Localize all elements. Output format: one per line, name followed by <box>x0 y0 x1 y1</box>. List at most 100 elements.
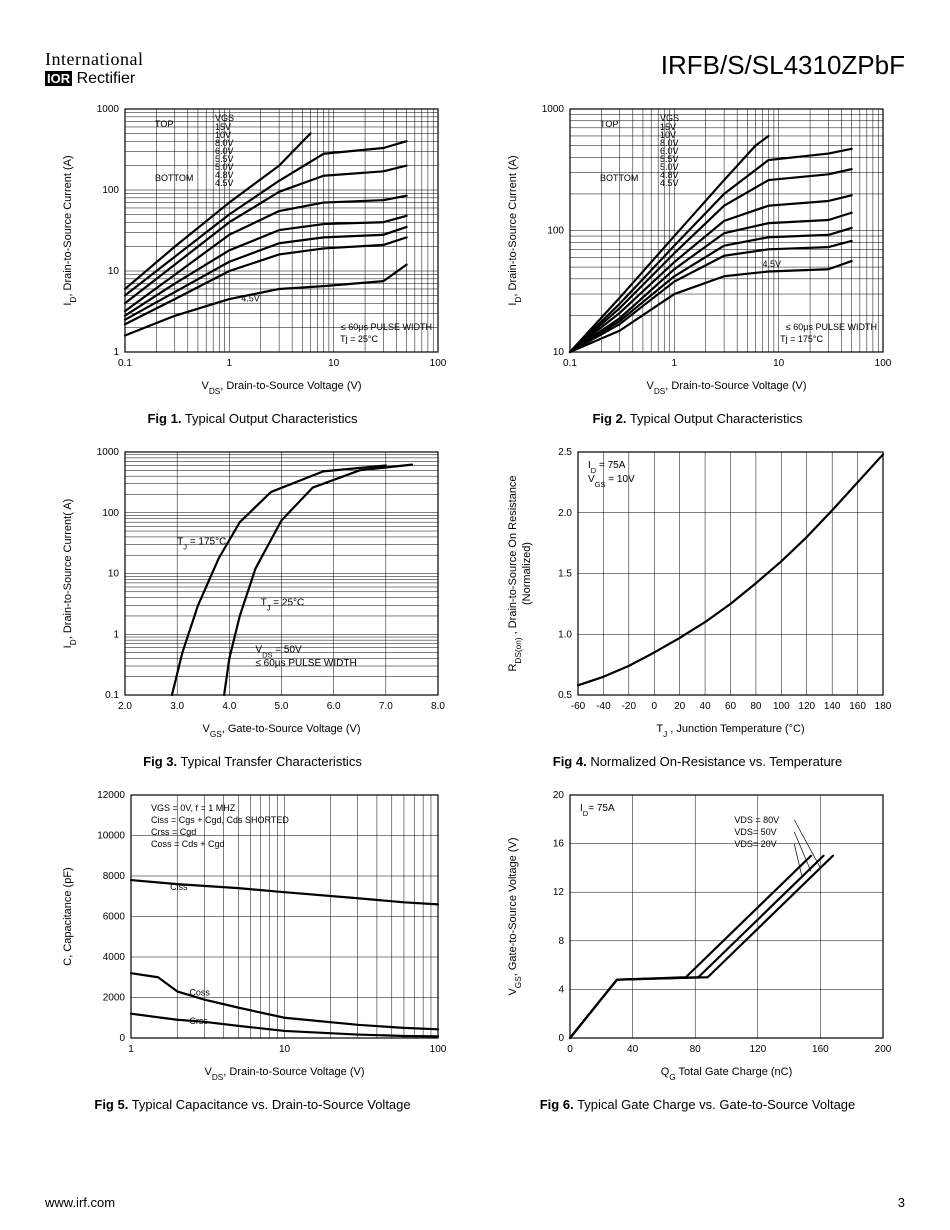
svg-text:100: 100 <box>102 508 119 519</box>
svg-text:VDS= 20V: VDS= 20V <box>734 839 776 849</box>
svg-text:Crss: Crss <box>189 1016 208 1026</box>
svg-text:200: 200 <box>874 1044 891 1055</box>
fig5-chart: 110100020004000600080001000012000VDS, Dr… <box>53 783 453 1093</box>
svg-text:ID, Drain-to-Source Current( A: ID, Drain-to-Source Current( A) <box>62 499 78 649</box>
fig1-cell: 0.11101001101001000VDS, Drain-to-Source … <box>45 97 460 432</box>
svg-text:VDS, Drain-to-Source Voltage (: VDS, Drain-to-Source Voltage (V) <box>646 380 806 396</box>
svg-text:VDS, Drain-to-Source Voltage (: VDS, Drain-to-Source Voltage (V) <box>204 1066 364 1082</box>
footer-url: www.irf.com <box>45 1195 115 1210</box>
svg-text:140: 140 <box>823 701 840 712</box>
svg-text:3.0: 3.0 <box>170 701 184 712</box>
svg-text:2.0: 2.0 <box>118 701 132 712</box>
svg-text:10000: 10000 <box>97 831 125 842</box>
svg-text:Coss = Cds + Cgd: Coss = Cds + Cgd <box>151 839 225 849</box>
svg-text:10: 10 <box>552 347 564 358</box>
svg-text:1: 1 <box>113 347 119 358</box>
svg-text:VDS= 50V: VDS= 50V <box>734 827 776 837</box>
fig3-chart: 2.03.04.05.06.07.08.00.11101001000VGS, G… <box>53 440 453 750</box>
fig4-cell: -60-40-200204060801001201401601800.51.01… <box>490 440 905 775</box>
page-footer: www.irf.com 3 <box>45 1195 905 1210</box>
svg-text:0: 0 <box>651 701 657 712</box>
svg-text:160: 160 <box>849 701 866 712</box>
svg-text:20: 20 <box>674 701 686 712</box>
svg-text:40: 40 <box>699 701 711 712</box>
svg-text:120: 120 <box>798 701 815 712</box>
svg-text:4: 4 <box>558 985 564 996</box>
svg-text:VDS = 80V: VDS = 80V <box>734 815 779 825</box>
fig6-chart: 04080120160200048121620QG Total Gate Cha… <box>498 783 898 1093</box>
svg-text:Tj = 25°C: Tj = 25°C <box>340 334 378 344</box>
logo-ior: IOR <box>45 71 72 86</box>
svg-text:10: 10 <box>278 1044 290 1055</box>
svg-text:2.5: 2.5 <box>558 447 572 458</box>
svg-text:4.5V: 4.5V <box>241 294 260 304</box>
logo-line1: International <box>45 50 143 70</box>
svg-text:100: 100 <box>429 1044 446 1055</box>
svg-text:≤ 60μs PULSE WIDTH: ≤ 60μs PULSE WIDTH <box>785 322 876 332</box>
svg-text:Coss: Coss <box>189 988 210 998</box>
svg-text:80: 80 <box>750 701 762 712</box>
svg-text:BOTTOM: BOTTOM <box>155 173 193 183</box>
svg-text:0.5: 0.5 <box>558 690 572 701</box>
svg-text:6.0: 6.0 <box>326 701 340 712</box>
svg-text:120: 120 <box>749 1044 766 1055</box>
svg-text:-40: -40 <box>596 701 611 712</box>
fig6-cell: 04080120160200048121620QG Total Gate Cha… <box>490 783 905 1118</box>
svg-text:1: 1 <box>671 358 677 369</box>
svg-text:-60: -60 <box>570 701 585 712</box>
svg-text:TOP: TOP <box>600 119 618 129</box>
charts-grid: 0.11101001101001000VDS, Drain-to-Source … <box>45 97 905 1118</box>
svg-text:≤ 60μs PULSE WIDTH: ≤ 60μs PULSE WIDTH <box>340 322 431 332</box>
svg-text:4000: 4000 <box>102 952 125 963</box>
svg-text:2.0: 2.0 <box>558 508 572 519</box>
svg-text:1: 1 <box>128 1044 134 1055</box>
svg-text:VDS, Drain-to-Source Voltage (: VDS, Drain-to-Source Voltage (V) <box>201 380 361 396</box>
svg-text:4.5V: 4.5V <box>762 259 781 269</box>
svg-text:100: 100 <box>874 358 891 369</box>
footer-page-number: 3 <box>898 1195 905 1210</box>
svg-text:100: 100 <box>772 701 789 712</box>
svg-text:0.1: 0.1 <box>105 690 119 701</box>
svg-text:ID, Drain-to-Source Current (A: ID, Drain-to-Source Current (A) <box>507 156 523 306</box>
svg-text:20: 20 <box>552 790 564 801</box>
svg-text:0: 0 <box>558 1033 564 1044</box>
svg-text:4.5V: 4.5V <box>215 178 234 188</box>
svg-text:180: 180 <box>874 701 891 712</box>
svg-text:8: 8 <box>558 936 564 947</box>
fig1-caption: Fig 1. Typical Output Characteristics <box>147 411 357 426</box>
svg-text:(Normalized): (Normalized) <box>521 542 533 605</box>
svg-text:0.1: 0.1 <box>563 358 577 369</box>
svg-text:2000: 2000 <box>102 993 125 1004</box>
logo-line2: IOR Rectifier <box>45 70 143 88</box>
svg-text:12: 12 <box>552 888 564 899</box>
svg-text:100: 100 <box>102 185 119 196</box>
svg-text:0: 0 <box>567 1044 573 1055</box>
svg-text:1000: 1000 <box>541 104 564 115</box>
svg-text:1000: 1000 <box>96 104 119 115</box>
svg-text:5.0: 5.0 <box>274 701 288 712</box>
part-number: IRFB/S/SL4310ZPbF <box>661 50 905 81</box>
svg-text:ID = 75A: ID = 75A <box>588 460 626 475</box>
svg-text:Tj = 175°C: Tj = 175°C <box>780 334 823 344</box>
svg-text:ID, Drain-to-Source Current (A: ID, Drain-to-Source Current (A) <box>62 156 78 306</box>
svg-text:10: 10 <box>328 358 340 369</box>
fig2-caption: Fig 2. Typical Output Characteristics <box>592 411 802 426</box>
svg-text:VGS, Gate-to-Source Voltage (V: VGS, Gate-to-Source Voltage (V) <box>202 723 360 739</box>
svg-text:VGS = 0V, f = 1 MHZ: VGS = 0V, f = 1 MHZ <box>151 803 236 813</box>
fig3-cell: 2.03.04.05.06.07.08.00.11101001000VGS, G… <box>45 440 460 775</box>
fig5-caption: Fig 5. Typical Capacitance vs. Drain-to-… <box>94 1097 410 1112</box>
svg-text:1000: 1000 <box>96 447 119 458</box>
svg-text:16: 16 <box>552 839 564 850</box>
svg-text:TJ = 175°C: TJ = 175°C <box>177 537 226 552</box>
svg-text:1: 1 <box>113 630 119 641</box>
svg-text:10: 10 <box>107 569 119 580</box>
svg-text:BOTTOM: BOTTOM <box>600 173 638 183</box>
fig4-caption: Fig 4. Normalized On-Resistance vs. Temp… <box>553 754 842 769</box>
svg-text:4.0: 4.0 <box>222 701 236 712</box>
svg-text:≤ 60μs PULSE WIDTH: ≤ 60μs PULSE WIDTH <box>255 658 356 669</box>
svg-text:Ciss = Cgs + Cgd, Cds SHORT: Ciss = Cgs + Cgd, Cds SHORTED <box>151 815 289 825</box>
svg-text:QG Total Gate Charge (nC): QG Total Gate Charge (nC) <box>660 1066 792 1082</box>
svg-text:1.0: 1.0 <box>558 630 572 641</box>
svg-text:100: 100 <box>547 226 564 237</box>
company-logo: International IOR Rectifier <box>45 50 143 87</box>
